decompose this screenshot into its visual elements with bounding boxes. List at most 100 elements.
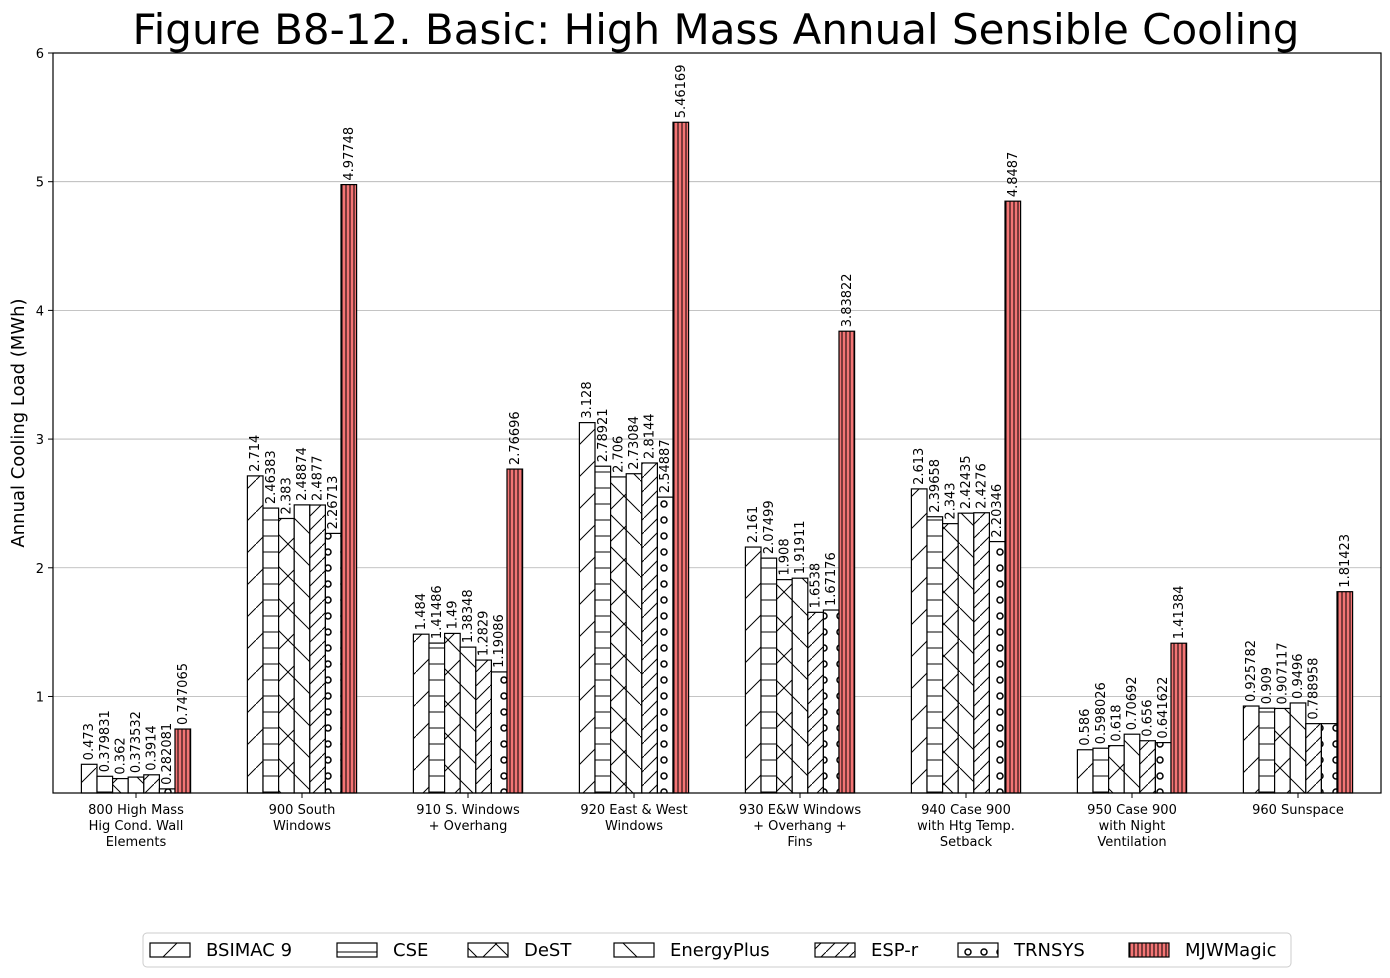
x-tick-label-3: 920 East & West Windows — [580, 803, 687, 834]
x-tick-label-6: 950 Case 900 with Night Ventilation — [1087, 803, 1177, 850]
bar-trnsys-4 — [822, 609, 840, 794]
bar-mjwmagic-6 — [1170, 642, 1188, 794]
bar-energyplus-7 — [1289, 702, 1307, 794]
bar-value-label: 1.2829 — [477, 611, 492, 656]
bar-trnsys-3 — [656, 496, 674, 794]
bar-value-label: 0.379831 — [98, 710, 113, 772]
bar-dest-1 — [278, 517, 295, 794]
bar-dest-4 — [775, 579, 793, 794]
bar-trnsys-6 — [1154, 741, 1172, 794]
bar-value-label: 2.54887 — [658, 439, 673, 493]
x-tick-label-0: 800 High Mass Hig Cond. Wall Elements — [88, 803, 184, 850]
bar-value-label: 0.641622 — [1156, 677, 1171, 739]
bar-value-label: 1.908 — [777, 538, 792, 575]
bar-bsimac-9-1 — [246, 475, 264, 794]
bar-dest-7 — [1273, 707, 1291, 794]
bar-energyplus-5 — [957, 512, 975, 794]
bar-trnsys-7 — [1320, 723, 1338, 794]
plot-frame — [52, 52, 1382, 794]
legend-item-trnsys: TRNSYS — [957, 940, 1085, 961]
bar-value-label: 0.788958 — [1307, 658, 1322, 720]
bar-cse-7 — [1258, 707, 1276, 794]
bar-cse-6 — [1092, 747, 1110, 794]
bar-value-label: 2.78921 — [596, 408, 611, 462]
legend-item-mjwmagic: MJWMagic — [1128, 940, 1277, 961]
bar-bsimac-9-6 — [1076, 749, 1094, 794]
bar-value-label: 2.4276 — [975, 463, 990, 509]
bar-cse-2 — [428, 642, 446, 794]
bar-mjwmagic-5 — [1004, 200, 1022, 794]
bar-value-labels: 0.473 2.714 1.484 3.128 2.161 2.613 0.586 0.925… — [82, 65, 1353, 785]
bar-value-label: 1.6538 — [809, 563, 824, 609]
bar-trnsys-1 — [324, 532, 342, 794]
bar-bsimac-9-7 — [1242, 705, 1260, 794]
bar-esp-r-2 — [475, 659, 492, 794]
bar-value-label: 0.618 — [1109, 704, 1124, 741]
bar-value-label: 1.81423 — [1338, 534, 1353, 588]
legend-item-energyplus: EnergyPlus — [613, 940, 770, 961]
bar-value-label: 2.613 — [912, 448, 927, 485]
bar-bsimac-9-4 — [744, 546, 762, 794]
x-tick-label-2: 910 S. Windows + Overhang — [416, 803, 520, 834]
bar-value-label: 0.925782 — [1244, 640, 1259, 702]
bar-mjwmagic-0 — [174, 728, 192, 794]
bar-cse-5 — [926, 516, 944, 794]
y-tick-label-5: 6 — [36, 47, 44, 62]
axes: 1 2 3 4 5 6 800 High Mass Hig Cond. Wall Element… — [36, 47, 1382, 850]
legend-label: ESP-r — [871, 940, 919, 961]
x-tick-label-5: 940 Case 900 with Htg Temp. Setback — [917, 803, 1015, 850]
bar-value-label: 2.4877 — [311, 456, 326, 502]
x-tick-label-4: 930 E&W Windows + Overhang + Fins — [739, 803, 862, 850]
bar-bsimac-9-5 — [910, 488, 928, 794]
bar-value-label: 2.706 — [611, 436, 626, 473]
bar-value-label: 2.343 — [943, 482, 958, 519]
bar-value-label: 1.67176 — [824, 552, 839, 606]
bar-value-label: 2.8144 — [643, 413, 658, 459]
bar-value-label: 1.41384 — [1172, 585, 1187, 639]
bar-value-label: 2.383 — [279, 477, 294, 514]
bar-value-label: 1.19086 — [492, 614, 507, 668]
bar-value-label: 0.656 — [1141, 700, 1156, 737]
legend-label: TRNSYS — [1013, 940, 1085, 961]
bar-energyplus-3 — [625, 473, 643, 794]
y-tick-label-2: 3 — [36, 433, 44, 448]
bar-value-label: 2.48874 — [295, 447, 310, 501]
bar-dest-0 — [111, 777, 129, 794]
bar-value-label: 3.83822 — [840, 273, 855, 327]
bar-energyplus-4 — [791, 577, 809, 794]
legend-item-dest: DeST — [467, 940, 572, 961]
bar-value-label: 2.42435 — [959, 455, 974, 509]
x-tick-label-7: 960 Sunspace — [1252, 803, 1344, 818]
y-tick-label-0: 1 — [36, 690, 44, 705]
bar-cse-3 — [594, 465, 612, 794]
bar-value-label: 0.747065 — [176, 663, 191, 725]
bar-value-label: 2.20346 — [990, 484, 1005, 538]
bar-cse-4 — [760, 557, 778, 794]
bar-bsimac-9-3 — [578, 422, 596, 794]
bar-value-label: 5.46169 — [674, 65, 689, 119]
bar-mjwmagic-3 — [672, 121, 690, 794]
y-axis-label: Annual Cooling Load (MWh) — [8, 298, 29, 547]
bar-value-label: 0.9496 — [1291, 653, 1306, 699]
y-tick-label-1: 2 — [36, 562, 44, 577]
bar-value-label: 0.598026 — [1094, 682, 1109, 744]
bar-value-label: 2.46383 — [264, 450, 279, 504]
bar-esp-r-7 — [1305, 723, 1323, 794]
bar-energyplus-2 — [459, 646, 477, 794]
bar-value-label: 2.39658 — [928, 459, 943, 513]
bar-esp-r-4 — [807, 611, 824, 794]
bar-trnsys-0 — [158, 788, 176, 794]
bar-dest-5 — [941, 523, 959, 794]
y-tick-label-4: 5 — [36, 176, 44, 191]
bar-trnsys-5 — [988, 540, 1006, 794]
chart-title: Figure B8-12. Basic: High Mass Annual Se… — [133, 5, 1300, 54]
bars — [80, 121, 1354, 794]
bar-value-label: 4.8487 — [1006, 152, 1021, 198]
bar-esp-r-3 — [641, 462, 658, 794]
bar-mjwmagic-2 — [506, 468, 524, 794]
bar-energyplus-0 — [127, 776, 145, 794]
bar-value-label: 2.26713 — [326, 476, 341, 530]
bar-value-label: 0.373532 — [129, 711, 144, 773]
legend-item-cse: CSE — [336, 940, 428, 961]
bar-value-label: 0.3914 — [145, 725, 160, 771]
